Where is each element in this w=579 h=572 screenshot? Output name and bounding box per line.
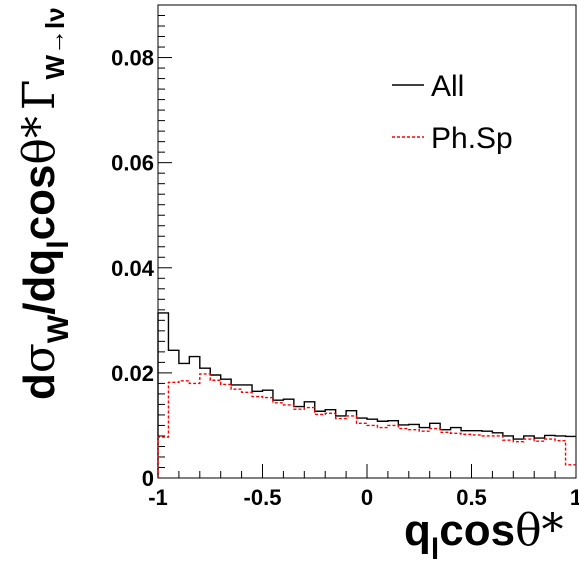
x-tick-label: -0.5 xyxy=(244,485,282,510)
legend-label-all: All xyxy=(431,70,464,103)
series-ph-sp-line xyxy=(157,373,576,478)
y-tick-label: 0.02 xyxy=(111,361,154,386)
legend: All Ph.Sp xyxy=(392,70,513,155)
y-tick-label: 0.06 xyxy=(111,151,154,176)
y-tick-label: 0.08 xyxy=(111,46,154,71)
svg-text:qlcosθ*: qlcosθ* xyxy=(404,505,564,566)
series-all-line xyxy=(157,312,576,478)
tick-labels: -1 -0.5 0 0.5 1 0 0.02 0.04 0.06 0.08 xyxy=(111,46,579,510)
legend-label-ph-sp: Ph.Sp xyxy=(431,122,513,155)
y-axis-title: dσW/dqlcosθ*ΓW→lν xyxy=(14,7,75,400)
axis-ticks xyxy=(157,4,577,479)
x-tick-label: -1 xyxy=(148,485,168,510)
series-layer xyxy=(157,312,576,478)
plot-frame xyxy=(157,4,577,479)
x-tick-label: 0.5 xyxy=(456,485,487,510)
x-tick-label: 1 xyxy=(570,485,579,510)
x-axis-title: qlcosθ* xyxy=(404,505,564,566)
svg-text:dσW/dqlcosθ*ΓW→lν: dσW/dqlcosθ*ΓW→lν xyxy=(14,7,75,400)
y-tick-label: 0.04 xyxy=(111,256,155,281)
plot-frame-border xyxy=(157,4,577,479)
y-tick-label: 0 xyxy=(142,466,154,491)
x-tick-label: 0 xyxy=(361,485,373,510)
